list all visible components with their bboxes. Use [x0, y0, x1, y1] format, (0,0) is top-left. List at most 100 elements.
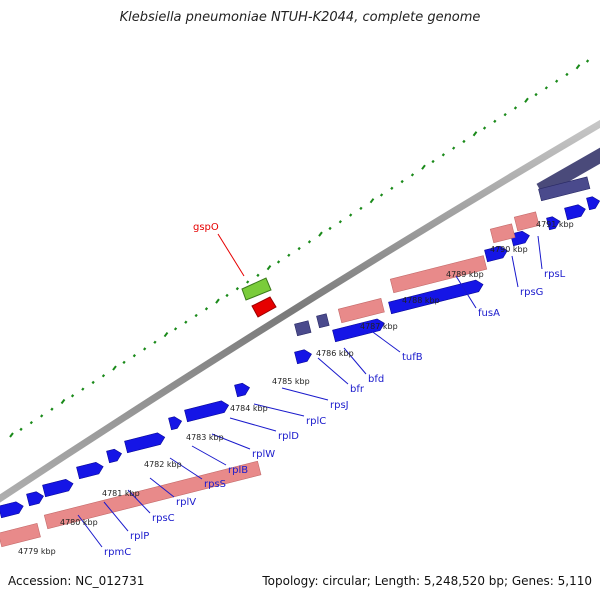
- tick-mark: [215, 298, 220, 304]
- cds-forward-arrow: [546, 216, 561, 231]
- tick-mark: [524, 97, 529, 103]
- gene-leader-line: [537, 235, 543, 270]
- kbp-label: 4781 kbp: [102, 489, 140, 498]
- tick-mark: [410, 173, 415, 177]
- tick-mark: [122, 360, 126, 365]
- tick-mark: [153, 340, 157, 344]
- gene-label-rpsg: rpsG: [520, 287, 543, 298]
- cds-forward-arrow: [26, 491, 44, 507]
- tick-mark: [112, 365, 117, 371]
- tick-mark: [132, 354, 136, 358]
- gene-label-rpld: rplD: [278, 431, 299, 442]
- tick-mark: [575, 64, 581, 70]
- tick-mark: [544, 86, 548, 90]
- tick-mark: [256, 273, 260, 277]
- cds-forward-arrow: [564, 204, 586, 221]
- gene-label-fusa: fusA: [478, 308, 500, 319]
- kbp-label: 4779 kbp: [18, 547, 56, 556]
- tick-mark: [585, 59, 590, 63]
- kbp-label: 4787 kbp: [360, 322, 398, 331]
- gene-label-tufb: tufB: [402, 352, 423, 363]
- gene-label-bfr: bfr: [350, 384, 365, 395]
- cds-forward-arrow: [168, 416, 183, 431]
- tick-mark: [493, 119, 497, 123]
- cds-forward-arrow: [510, 230, 530, 247]
- gene-leader-line: [253, 403, 305, 417]
- tick-mark: [318, 231, 323, 237]
- kbp-label: 4786 kbp: [316, 349, 354, 358]
- gene-leader-line: [169, 457, 203, 480]
- tick-mark: [472, 131, 478, 137]
- gspo-leader-line: [217, 233, 245, 277]
- tick-mark: [441, 153, 445, 157]
- kbp-label: 4791 kbp: [536, 220, 574, 229]
- cds-forward-arrow: [332, 318, 385, 343]
- gene-label-rplw: rplW: [252, 449, 275, 460]
- tick-marks: [9, 59, 590, 438]
- tick-mark: [421, 164, 426, 170]
- gene-leader-line: [103, 501, 129, 532]
- tick-mark: [19, 427, 23, 431]
- tick-mark: [297, 246, 301, 251]
- tick-mark: [9, 432, 14, 438]
- backbone-line: [0, 119, 600, 503]
- map-labels: 4779 kbp 4780 kbp 4781 kbp 4782 kbp 4783 kbp…: [18, 220, 574, 558]
- tick-mark: [246, 280, 250, 284]
- tick-mark: [462, 139, 466, 144]
- tick-mark: [204, 307, 209, 311]
- kbp-label: 4788 kbp: [402, 296, 440, 305]
- gene-leader-line: [511, 255, 519, 288]
- tick-mark: [431, 159, 435, 164]
- pink-feature-segment: [337, 298, 385, 324]
- gene-label-rpsc: rpsC: [152, 513, 175, 524]
- tick-mark: [369, 198, 375, 204]
- cds-forward-arrow: [0, 501, 24, 519]
- pink-feature-segment: [513, 211, 540, 232]
- genome-backbone: [0, 119, 600, 503]
- tick-mark: [173, 327, 178, 331]
- tick-mark: [287, 253, 291, 257]
- tick-mark: [338, 220, 342, 224]
- tick-mark: [379, 193, 384, 197]
- backbone-dark-segment: [536, 147, 600, 197]
- tick-mark: [194, 313, 198, 318]
- tick-mark: [70, 394, 75, 398]
- tick-mark: [235, 287, 239, 291]
- pink-feature-segment: [489, 223, 516, 244]
- cds-forward-arrow: [124, 432, 166, 454]
- gene-leader-line: [77, 514, 103, 548]
- tick-mark: [81, 387, 85, 391]
- label-leader-lines: [77, 233, 543, 548]
- gene-label-rpss: rpsS: [204, 479, 226, 490]
- gene-label-rpsj: rpsJ: [330, 400, 349, 411]
- gene-label-rplp: rplP: [130, 531, 149, 542]
- kbp-label: 4789 kbp: [446, 270, 484, 279]
- tick-mark: [163, 331, 169, 338]
- tick-mark: [225, 293, 229, 298]
- gene-label-rpsl: rpsL: [544, 269, 566, 280]
- gspo-label: gspO: [193, 222, 219, 233]
- gene-leader-line: [211, 433, 251, 450]
- gene-leader-line: [343, 347, 367, 375]
- tick-mark: [359, 206, 363, 211]
- tick-mark: [184, 320, 188, 324]
- tick-mark: [101, 374, 106, 378]
- gene-features[interactable]: [0, 176, 600, 548]
- pink-feature-segment: [0, 523, 41, 548]
- tick-mark: [29, 420, 33, 425]
- gspo-green-feature: [241, 277, 272, 301]
- pink-feature-segment: [43, 460, 262, 530]
- genome-summary-text: Topology: circular; Length: 5,248,520 bp…: [262, 574, 592, 588]
- tick-mark: [513, 106, 518, 110]
- tick-mark: [555, 79, 559, 83]
- gene-leader-line: [317, 357, 349, 385]
- tick-mark: [307, 240, 312, 244]
- cds-forward-arrow: [42, 478, 74, 498]
- gene-label-rpmc: rpmC: [104, 547, 131, 558]
- gene-label-rplv: rplV: [176, 497, 196, 508]
- tick-mark: [143, 347, 147, 351]
- gene-leader-line: [229, 417, 277, 432]
- kbp-label: 4782 kbp: [144, 460, 182, 469]
